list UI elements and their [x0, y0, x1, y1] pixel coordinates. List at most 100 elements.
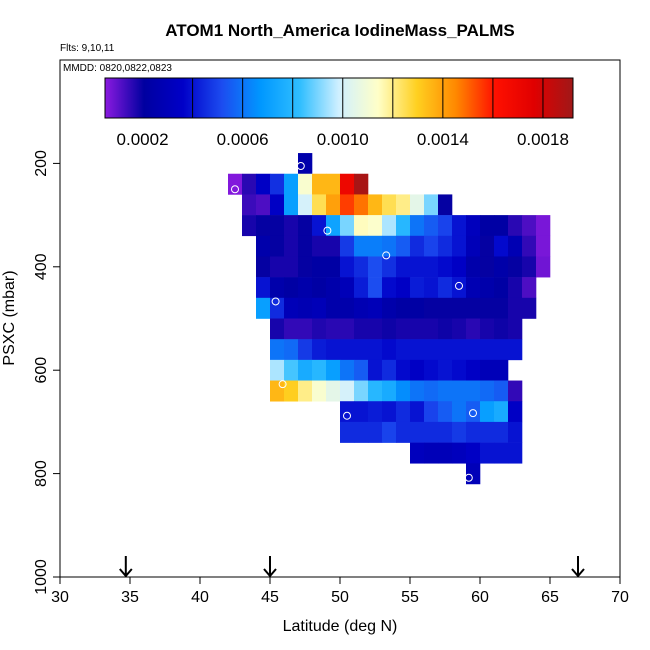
heatmap-cell	[368, 339, 383, 361]
heatmap-cell	[340, 194, 355, 216]
heatmap-cell	[284, 380, 299, 402]
heatmap-cell	[452, 235, 467, 257]
colorbar-gradient	[104, 77, 574, 119]
heatmap-cell	[536, 215, 551, 237]
heatmap-cell	[466, 442, 481, 464]
colorbar-tick-label: 0.0014	[417, 130, 469, 149]
heatmap-cell	[340, 380, 355, 402]
heatmap-cell	[494, 442, 509, 464]
heatmap-cell	[494, 421, 509, 443]
x-axis-label: Latitude (deg N)	[283, 618, 398, 635]
heatmap-cell	[312, 380, 327, 402]
y-axis: 200 400 600 800 1000	[33, 150, 60, 595]
heatmap-cell	[508, 215, 523, 237]
heatmap-cell	[480, 359, 495, 381]
y-tick-label: 200	[33, 150, 50, 177]
heatmap-cell	[508, 297, 523, 319]
heatmap-cell	[368, 215, 383, 237]
heatmap-cell	[340, 235, 355, 257]
heatmap-cell	[382, 339, 397, 361]
heatmap-cell	[354, 401, 369, 423]
heatmap-cell	[410, 339, 425, 361]
heatmap-cell	[480, 401, 495, 423]
heatmap-cell	[522, 215, 537, 237]
heatmap-cell	[438, 297, 453, 319]
heatmap-cell	[480, 235, 495, 257]
colorbar-tick-label: 0.0018	[517, 130, 569, 149]
heatmap-cell	[382, 421, 397, 443]
sample-point	[323, 226, 332, 235]
heatmap-cell	[312, 339, 327, 361]
heatmap-cell	[494, 277, 509, 299]
heatmap-cell	[270, 318, 285, 340]
x-tick-label: 40	[191, 589, 209, 606]
heatmap-cell	[494, 215, 509, 237]
x-axis: 30 35 40 45 50 55 60 65 70	[51, 577, 629, 606]
heatmap-cell	[466, 401, 481, 423]
heatmap-cell	[284, 215, 299, 237]
heatmap-cell	[284, 277, 299, 299]
heatmap-cell	[354, 421, 369, 443]
flights-label: Flts: 9,10,11	[60, 43, 115, 54]
heatmap-cell	[368, 421, 383, 443]
heatmap-cell	[452, 297, 467, 319]
heatmap-cell	[396, 235, 411, 257]
heatmap-cell	[382, 297, 397, 319]
heatmap-cell	[340, 359, 355, 381]
heatmap-cell	[298, 277, 313, 299]
heatmap-cell	[466, 339, 481, 361]
heatmap-cell	[424, 359, 439, 381]
latitude-markers	[119, 556, 585, 578]
heatmap-cell	[298, 318, 313, 340]
heatmap-cell	[382, 318, 397, 340]
heatmap-cell	[536, 235, 551, 257]
heatmap-cell	[298, 297, 313, 319]
latitude-marker-arrow	[571, 556, 585, 578]
heatmap-cell	[480, 339, 495, 361]
heatmap-cell	[466, 318, 481, 340]
sample-point	[359, 165, 368, 174]
heatmap-cell	[354, 277, 369, 299]
heatmap-cell	[382, 215, 397, 237]
x-tick-label: 50	[331, 589, 349, 606]
sample-point	[296, 161, 305, 170]
heatmap-cell	[382, 401, 397, 423]
heatmap-cell	[270, 380, 285, 402]
latitude-marker-arrow	[119, 556, 133, 578]
heatmap-cell	[522, 256, 537, 278]
heatmap-cell	[354, 256, 369, 278]
heatmap-cell	[396, 318, 411, 340]
heatmap-cell	[410, 297, 425, 319]
sample-point	[455, 281, 463, 290]
heatmap-cell	[396, 256, 411, 278]
heatmap-cell	[242, 194, 257, 216]
sample-points	[231, 161, 567, 482]
heatmap-cell	[410, 235, 425, 257]
heatmap-cell	[326, 173, 341, 195]
heatmap-cell	[340, 318, 355, 340]
heatmap-cell	[480, 380, 495, 402]
heatmap-cell	[326, 256, 341, 278]
heatmap-cell	[438, 442, 453, 464]
heatmap-cell	[312, 173, 327, 195]
sample-point	[343, 411, 351, 420]
heatmap-cell	[508, 421, 523, 443]
heatmap-cell	[354, 380, 369, 402]
heatmap-cell	[438, 194, 453, 216]
heatmap-cell	[270, 173, 285, 195]
sample-point	[537, 289, 546, 298]
heatmap-cell	[424, 194, 439, 216]
heatmap-cell	[466, 380, 481, 402]
heatmap-cell	[382, 277, 397, 299]
heatmap-cell	[256, 215, 271, 237]
heatmap-cell	[312, 277, 327, 299]
heatmap-cell	[438, 359, 453, 381]
heatmap-cell	[284, 194, 299, 216]
heatmap-cell	[354, 339, 369, 361]
colorbar-tick-label: 0.0002	[117, 130, 169, 149]
colorbar-boundaries	[192, 78, 544, 118]
heatmap-cell	[298, 215, 313, 237]
heatmap-cell	[256, 173, 271, 195]
heatmap-cell	[466, 256, 481, 278]
heatmap-cell	[326, 380, 341, 402]
